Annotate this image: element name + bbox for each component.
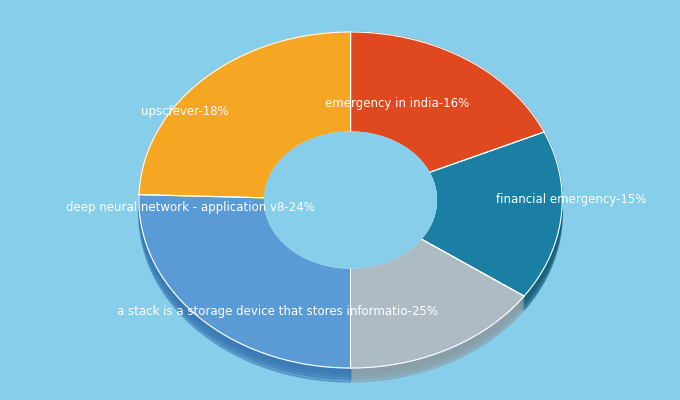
Text: a stack is a storage device that stores informatio-25%: a stack is a storage device that stores … <box>117 306 439 318</box>
Polygon shape <box>139 200 350 374</box>
Polygon shape <box>139 195 350 368</box>
Polygon shape <box>421 143 562 307</box>
Text: upscfever-18%: upscfever-18% <box>141 106 229 118</box>
Polygon shape <box>350 244 524 374</box>
Polygon shape <box>139 195 350 368</box>
Polygon shape <box>350 32 544 172</box>
Polygon shape <box>421 135 562 299</box>
Polygon shape <box>139 198 350 371</box>
Polygon shape <box>139 32 350 198</box>
Polygon shape <box>421 138 562 302</box>
Polygon shape <box>421 140 562 304</box>
Polygon shape <box>350 253 524 382</box>
Polygon shape <box>265 132 437 268</box>
Polygon shape <box>350 250 524 379</box>
Polygon shape <box>350 242 524 371</box>
Polygon shape <box>421 146 562 310</box>
Polygon shape <box>421 132 562 296</box>
Text: deep neural network - application v8-24%: deep neural network - application v8-24% <box>66 202 315 214</box>
Polygon shape <box>139 209 350 382</box>
Polygon shape <box>139 203 350 376</box>
Polygon shape <box>421 132 562 296</box>
Polygon shape <box>139 206 350 379</box>
Text: financial emergency-15%: financial emergency-15% <box>496 194 647 206</box>
Text: emergency in india-16%: emergency in india-16% <box>325 98 469 110</box>
Polygon shape <box>350 239 524 368</box>
Polygon shape <box>350 239 524 368</box>
Polygon shape <box>350 247 524 376</box>
